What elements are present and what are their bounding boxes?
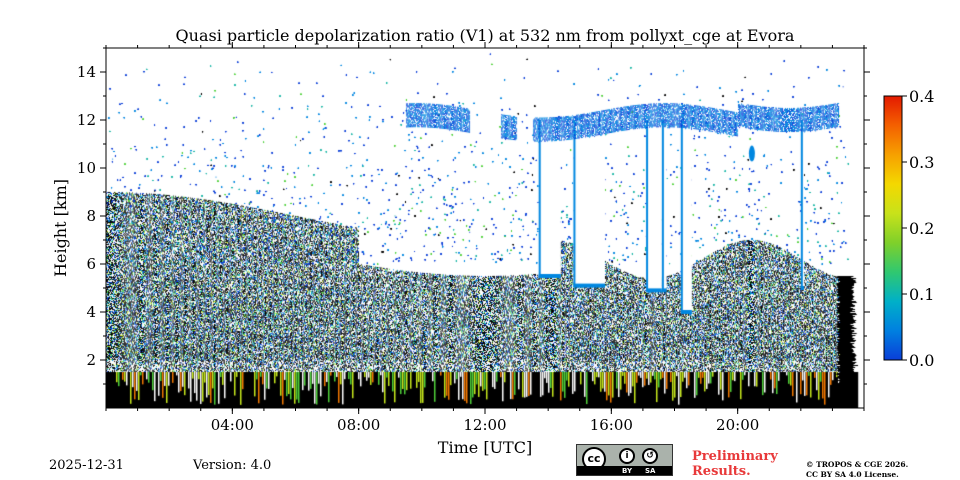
y-tick-label: 10 (77, 159, 96, 177)
preliminary-line-1: Preliminary (692, 449, 778, 464)
by-icon: i (619, 448, 635, 464)
y-axis-label: Height [km] (51, 179, 70, 277)
colorbar-tick-label: 0.4 (909, 87, 934, 106)
y-tick-label: 14 (77, 63, 96, 81)
by-label: BY (622, 467, 633, 475)
preliminary-line-2: Results. (692, 464, 751, 479)
sa-label: SA (645, 467, 656, 475)
copyright-notice: © TROPOS & CGE 2026. CC BY SA 4.0 Licens… (806, 460, 956, 480)
sa-icon: ↺ (642, 448, 658, 464)
chart-title: Quasi particle depolarization ratio (V1)… (176, 26, 795, 45)
x-tick-label: 08:00 (337, 416, 380, 434)
depolarization-heatmap (106, 48, 864, 408)
y-tick-label: 4 (86, 303, 96, 321)
y-tick-label: 8 (86, 207, 96, 225)
preliminary-notice: Preliminary Results. (692, 449, 802, 479)
x-axis-label: Time [UTC] (438, 438, 532, 457)
colorbar-tick-label: 0.0 (909, 351, 934, 370)
copyright-line-1: © TROPOS & CGE 2026. (806, 460, 909, 469)
x-tick-label: 20:00 (716, 416, 759, 434)
colorbar-gradient (883, 95, 903, 361)
x-tick-label: 12:00 (463, 416, 506, 434)
y-tick-label: 12 (77, 111, 96, 129)
colorbar: 0.0 0.1 0.2 0.3 0.4 (883, 87, 934, 370)
x-axis-ticks: 04:00 08:00 12:00 16:00 20:00 (105, 42, 865, 434)
plot-area (105, 47, 865, 409)
version-label: Version: 4.0 (193, 458, 272, 473)
y-tick-label: 6 (86, 255, 96, 273)
y-tick-label: 2 (86, 351, 96, 369)
copyright-line-2: CC BY SA 4.0 License. (806, 470, 899, 479)
colorbar-tick-label: 0.2 (909, 219, 934, 238)
colorbar-tick-label: 0.1 (909, 285, 934, 304)
colorbar-tick-label: 0.3 (909, 153, 934, 172)
x-tick-label: 04:00 (211, 416, 254, 434)
x-tick-label: 16:00 (590, 416, 633, 434)
y-axis-ticks: 2 4 6 8 10 12 14 (77, 47, 870, 385)
cc-license-badge: cc i ↺ BY SA (576, 444, 673, 476)
date-label: 2025-12-31 (49, 458, 124, 473)
